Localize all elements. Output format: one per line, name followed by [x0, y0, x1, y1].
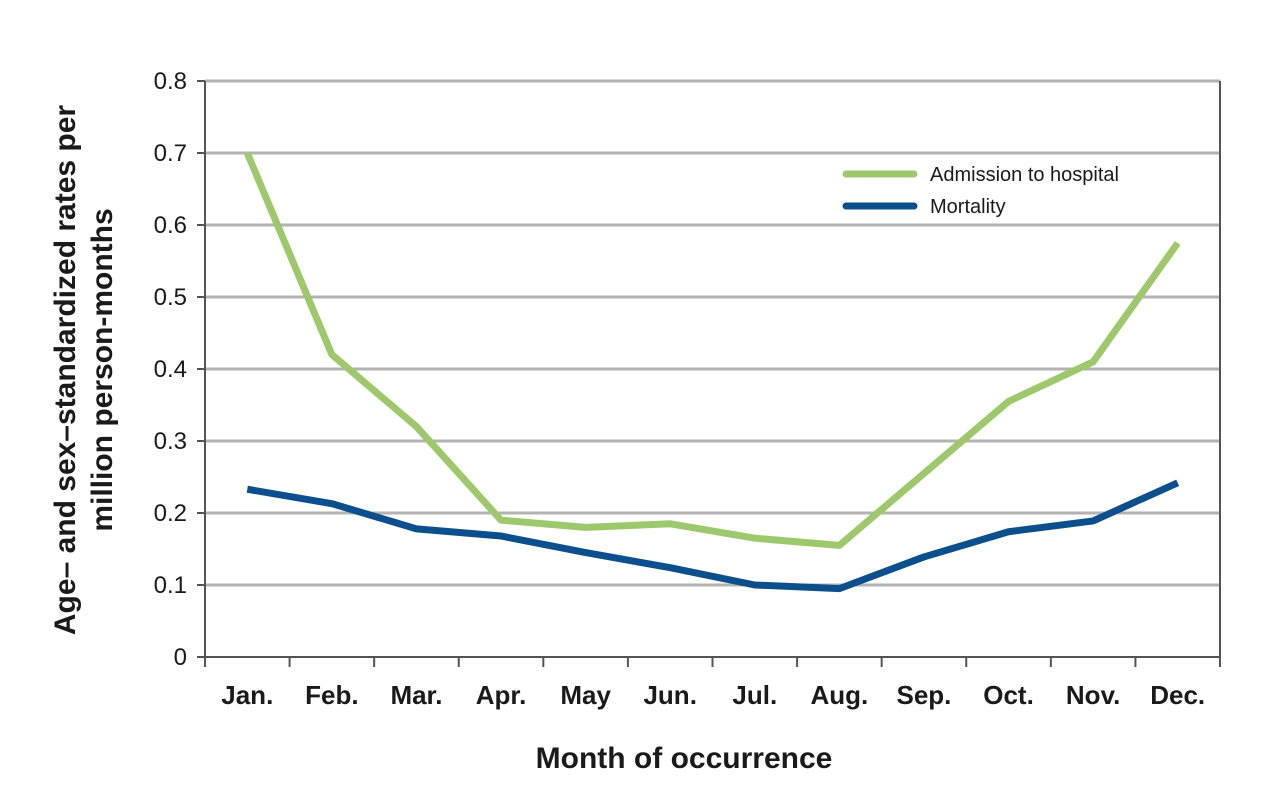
- y-tick-label: 0.2: [154, 500, 187, 527]
- x-tick-label: Sep.: [896, 680, 951, 710]
- x-tick-label: May: [560, 680, 611, 710]
- x-axis-title: Month of occurrence: [536, 742, 833, 775]
- x-tick-labels: Jan. Feb. Mar. Apr. May Jun. Jul. Aug. Sep. Oct. N…: [204, 657, 1221, 710]
- x-tick-label: Jul.: [732, 680, 777, 710]
- legend-label-admission: Admission to hospital: [930, 164, 1119, 186]
- y-axis-title-line-1: Age– and sex–standardized rates per: [49, 105, 82, 636]
- x-tick-label: Nov.: [1066, 680, 1120, 710]
- y-tick-label: 0.5: [154, 284, 187, 311]
- y-tick-labels: 0 0.1 0.2 0.3 0.4 0.5 0.6 0.7 0.8: [154, 68, 205, 671]
- y-tick-label: 0.8: [154, 68, 187, 95]
- y-axis-title-line-2: million person-months: [86, 208, 119, 531]
- x-tick-label: Jan.: [221, 680, 273, 710]
- x-tick-label: Apr.: [476, 680, 527, 710]
- x-tick-label: Dec.: [1150, 680, 1205, 710]
- series-lines: [244, 151, 1181, 593]
- x-tick-label: Jun.: [643, 680, 696, 710]
- y-tick-label: 0.4: [154, 356, 187, 383]
- y-tick-label: 0.1: [154, 572, 187, 599]
- legend-label-mortality: Mortality: [930, 196, 1006, 218]
- legend: Admission to hospital Mortality: [842, 164, 1119, 218]
- x-tick-label: Mar.: [390, 680, 442, 710]
- series-line-admission: [244, 151, 1181, 549]
- y-tick-label: 0.3: [154, 428, 187, 455]
- y-tick-label: 0.6: [154, 212, 187, 239]
- x-tick-label: Feb.: [305, 680, 358, 710]
- x-tick-label: Aug.: [810, 680, 868, 710]
- y-tick-label: 0.7: [154, 140, 187, 167]
- series-line-mortality: [246, 479, 1180, 593]
- y-axis-title: Age– and sex–standardized rates per mill…: [49, 105, 119, 636]
- y-tick-label: 0: [174, 644, 187, 671]
- x-tick-label: Oct.: [983, 680, 1034, 710]
